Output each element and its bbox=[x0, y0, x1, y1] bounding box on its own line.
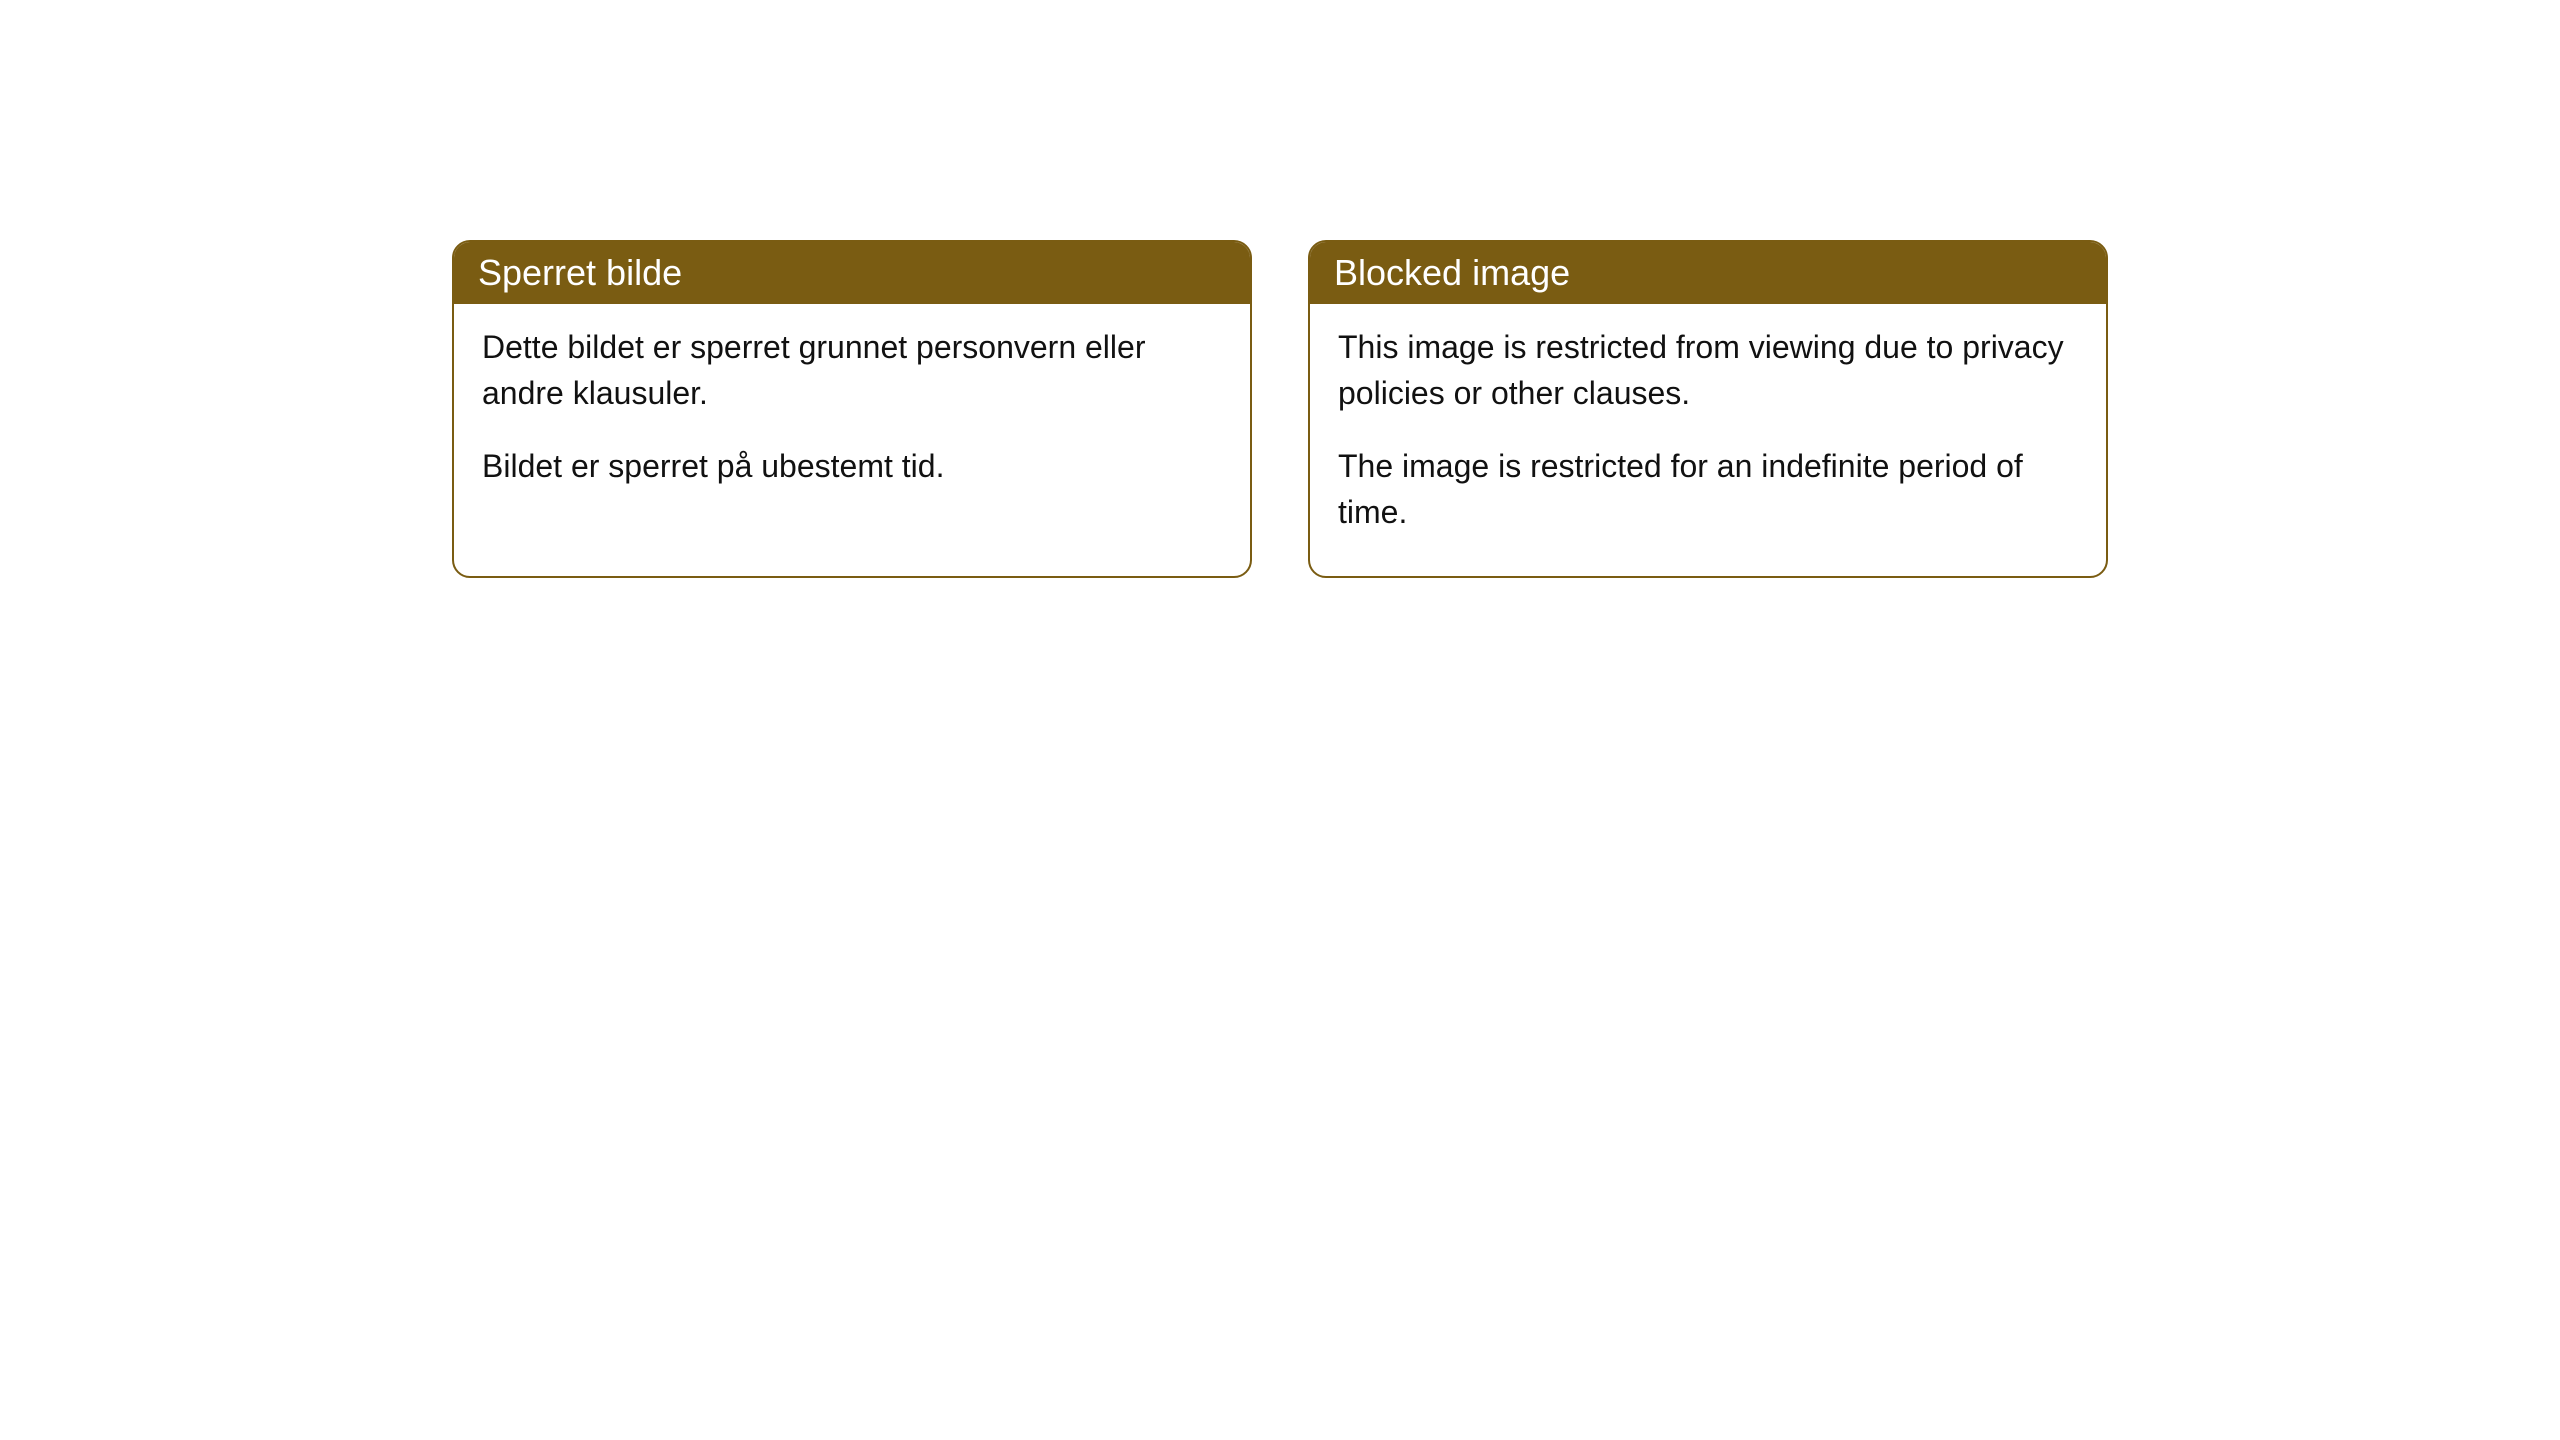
card-title: Blocked image bbox=[1334, 252, 1570, 293]
card-norwegian: Sperret bilde Dette bildet er sperret gr… bbox=[452, 240, 1252, 578]
card-paragraph: Dette bildet er sperret grunnet personve… bbox=[482, 324, 1222, 417]
card-english: Blocked image This image is restricted f… bbox=[1308, 240, 2108, 578]
cards-container: Sperret bilde Dette bildet er sperret gr… bbox=[0, 240, 2560, 578]
card-paragraph: The image is restricted for an indefinit… bbox=[1338, 443, 2078, 536]
card-header-norwegian: Sperret bilde bbox=[454, 242, 1250, 304]
card-body-norwegian: Dette bildet er sperret grunnet personve… bbox=[454, 304, 1250, 529]
card-header-english: Blocked image bbox=[1310, 242, 2106, 304]
card-paragraph: This image is restricted from viewing du… bbox=[1338, 324, 2078, 417]
card-body-english: This image is restricted from viewing du… bbox=[1310, 304, 2106, 576]
card-title: Sperret bilde bbox=[478, 252, 682, 293]
card-paragraph: Bildet er sperret på ubestemt tid. bbox=[482, 443, 1222, 489]
